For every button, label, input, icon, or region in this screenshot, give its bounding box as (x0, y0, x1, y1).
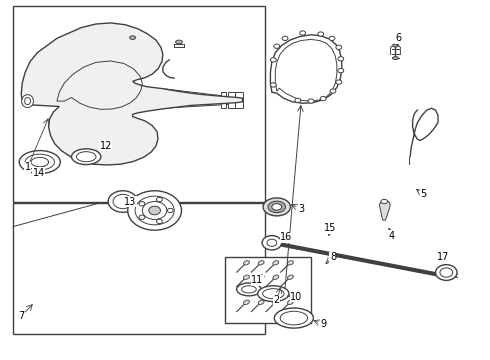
Text: 6: 6 (396, 33, 402, 43)
Text: 9: 9 (320, 319, 326, 329)
Polygon shape (379, 201, 390, 220)
Ellipse shape (274, 44, 280, 48)
Ellipse shape (329, 36, 335, 41)
Ellipse shape (258, 300, 264, 305)
Ellipse shape (175, 40, 182, 44)
Ellipse shape (139, 215, 145, 219)
Ellipse shape (244, 261, 249, 265)
Ellipse shape (167, 208, 173, 213)
Ellipse shape (273, 300, 279, 305)
Ellipse shape (288, 261, 294, 265)
Ellipse shape (392, 44, 398, 47)
Ellipse shape (273, 261, 279, 265)
Ellipse shape (22, 95, 33, 108)
Ellipse shape (288, 300, 294, 305)
Ellipse shape (143, 202, 167, 220)
Text: 1: 1 (24, 162, 31, 172)
Ellipse shape (139, 202, 145, 206)
Ellipse shape (318, 32, 324, 36)
Ellipse shape (19, 150, 60, 174)
Bar (220, 92, 226, 108)
Text: 2: 2 (273, 295, 280, 305)
Text: 17: 17 (437, 252, 449, 262)
Ellipse shape (262, 235, 282, 250)
Text: 8: 8 (330, 252, 336, 262)
Text: 3: 3 (298, 204, 304, 214)
Bar (13, 6, 265, 202)
Ellipse shape (336, 80, 342, 84)
Polygon shape (270, 35, 342, 103)
Ellipse shape (308, 99, 314, 103)
Text: 7: 7 (18, 311, 24, 321)
Ellipse shape (392, 57, 398, 59)
Ellipse shape (25, 154, 54, 170)
Ellipse shape (244, 275, 249, 279)
Bar (13, 203, 265, 334)
Text: 16: 16 (280, 232, 293, 242)
Text: 10: 10 (290, 292, 302, 302)
Ellipse shape (282, 36, 288, 41)
Bar (228, 92, 235, 108)
Ellipse shape (72, 149, 101, 165)
Ellipse shape (108, 191, 138, 212)
Ellipse shape (258, 286, 289, 302)
Ellipse shape (244, 300, 249, 305)
Ellipse shape (270, 58, 276, 62)
Polygon shape (21, 23, 243, 165)
Text: 15: 15 (324, 224, 337, 233)
Ellipse shape (237, 283, 261, 296)
Ellipse shape (330, 89, 336, 93)
Ellipse shape (274, 308, 314, 328)
Ellipse shape (320, 96, 326, 101)
Ellipse shape (336, 45, 342, 49)
Ellipse shape (258, 275, 264, 279)
Bar (235, 92, 243, 108)
Ellipse shape (156, 197, 162, 202)
Text: 12: 12 (99, 141, 112, 151)
Ellipse shape (258, 261, 264, 265)
Text: 5: 5 (420, 189, 426, 199)
Ellipse shape (268, 201, 286, 213)
Text: 14: 14 (33, 168, 45, 178)
Ellipse shape (295, 98, 301, 103)
Ellipse shape (273, 275, 279, 279)
Ellipse shape (156, 219, 162, 224)
Ellipse shape (272, 204, 282, 210)
Ellipse shape (381, 199, 388, 204)
Ellipse shape (149, 206, 160, 215)
Ellipse shape (130, 36, 136, 40)
Ellipse shape (288, 275, 294, 279)
Ellipse shape (263, 198, 291, 216)
Ellipse shape (338, 68, 343, 73)
Text: 4: 4 (389, 231, 394, 240)
Bar (225, 257, 311, 323)
Ellipse shape (128, 191, 181, 230)
Text: 13: 13 (124, 197, 136, 207)
Text: 11: 11 (251, 275, 263, 285)
Ellipse shape (436, 265, 457, 280)
Ellipse shape (338, 57, 343, 61)
Ellipse shape (270, 83, 276, 87)
Ellipse shape (300, 31, 306, 35)
